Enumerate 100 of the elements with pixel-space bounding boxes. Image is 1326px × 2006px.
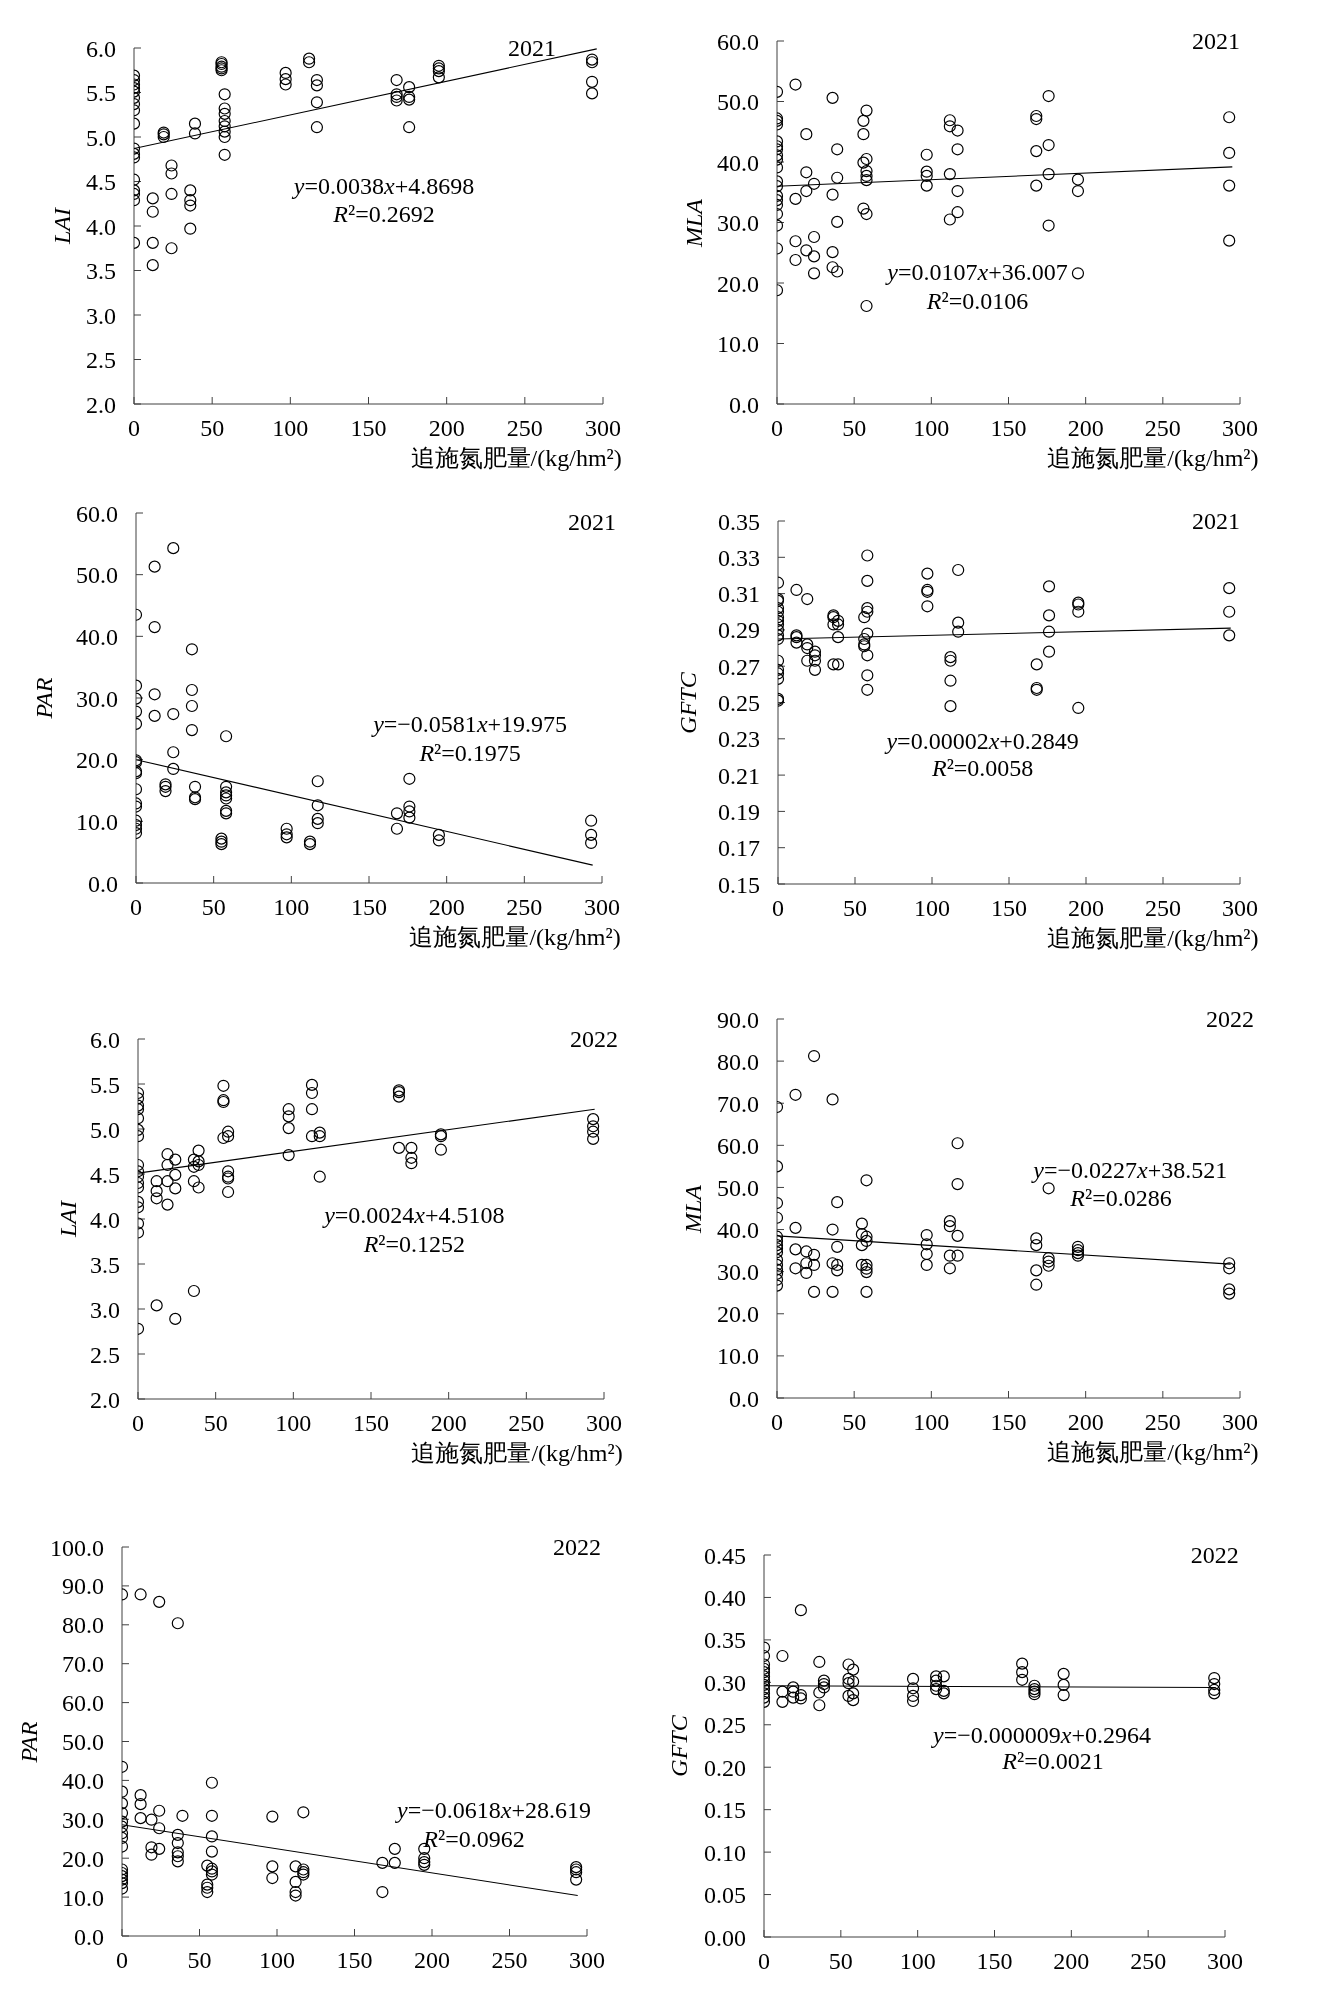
x-axis-title: 追施氮肥量/(kg/hm²) — [410, 443, 622, 473]
x-tick-label: 250 — [1145, 895, 1181, 922]
x-tick-label: 300 — [586, 1410, 622, 1437]
point — [813, 1686, 826, 1699]
y-tick-label: 40.0 — [717, 1217, 759, 1244]
annotation: y=−0.0581x+19.975 — [373, 710, 568, 737]
x-tick-label: 0 — [771, 1409, 783, 1436]
x-tick-label: 0 — [771, 415, 783, 442]
x-tick-label: 300 — [569, 1947, 605, 1974]
point — [1028, 1679, 1041, 1692]
y-tick-label: 0.29 — [718, 617, 760, 644]
y-tick-label: 60.0 — [717, 28, 759, 55]
point — [787, 1685, 800, 1698]
y-tick-label: 6.0 — [90, 1026, 120, 1053]
y-tick-label: 20.0 — [717, 270, 759, 297]
y-tick-label: 4.0 — [86, 213, 116, 240]
point — [847, 1663, 860, 1676]
point — [847, 1675, 860, 1688]
y-tick-label: 60.0 — [76, 500, 118, 527]
x-tick-label: 100 — [272, 415, 309, 442]
x-tick-label: 250 — [506, 894, 543, 921]
annotation: R²=0.0106 — [926, 287, 1029, 314]
point — [842, 1658, 855, 1671]
point — [847, 1694, 860, 1707]
y-tick-label: 3.0 — [86, 302, 116, 329]
x-tick-label: 250 — [506, 415, 543, 442]
y-tick-label: 80.0 — [62, 1612, 104, 1639]
y-tick-label: 30.0 — [76, 685, 118, 712]
point — [842, 1677, 855, 1690]
point — [906, 1672, 920, 1686]
y-tick-label: 5.0 — [86, 124, 116, 151]
y-tick-label: 0.33 — [718, 544, 760, 571]
y-tick-label: 40.0 — [717, 149, 759, 176]
annotation: R²=0.0286 — [1070, 1184, 1172, 1211]
annotation: R²=0.0021 — [1002, 1747, 1104, 1774]
x-tick-label: 50 — [201, 894, 226, 921]
x-tick-label: 50 — [842, 415, 867, 442]
annotation: R²=0.1975 — [419, 739, 521, 766]
x-tick-label: 150 — [990, 415, 1027, 442]
point — [930, 1670, 943, 1683]
point — [817, 1674, 831, 1687]
point — [813, 1655, 826, 1669]
point — [1208, 1687, 1221, 1700]
point — [794, 1688, 807, 1702]
y-tick-label: 0.35 — [718, 508, 760, 535]
y-tick-label: 90.0 — [62, 1573, 104, 1600]
point — [787, 1691, 800, 1704]
x-tick-label: 0 — [128, 415, 140, 442]
chart-title: 2022 — [552, 1532, 601, 1562]
x-tick-label: 250 — [1144, 1409, 1181, 1436]
x-tick-label: 0 — [132, 1410, 144, 1437]
chart-title: 2022 — [1190, 1540, 1239, 1570]
y-tick-label: 60.0 — [717, 1132, 759, 1159]
x-tick-label: 300 — [584, 894, 620, 921]
point — [817, 1677, 831, 1691]
chart-title: 2021 — [1192, 506, 1240, 536]
point — [787, 1681, 800, 1694]
y-tick-label: 0.31 — [718, 581, 760, 608]
point — [1016, 1666, 1029, 1679]
y-tick-label: 0.15 — [704, 1797, 746, 1824]
point — [906, 1682, 920, 1695]
y-tick-label: 20.0 — [62, 1845, 104, 1872]
x-tick-label: 0 — [758, 1948, 770, 1975]
y-tick-label: 2.5 — [90, 1341, 120, 1368]
x-tick-label: 300 — [1222, 415, 1258, 442]
y-tick-label: 2.0 — [90, 1386, 120, 1413]
x-tick-label: 100 — [913, 1409, 950, 1436]
point — [930, 1679, 943, 1692]
y-tick-label: 50.0 — [717, 89, 759, 116]
annotation: y=0.0024x+4.5108 — [324, 1201, 505, 1228]
point — [1016, 1657, 1029, 1670]
x-tick-label: 150 — [353, 1410, 389, 1437]
point — [1208, 1683, 1221, 1697]
x-tick-label: 50 — [187, 1947, 212, 1974]
x-tick-label: 150 — [976, 1948, 1013, 1975]
x-axis-title: 追施氮肥量/(kg/hm²) — [1047, 923, 1259, 953]
chart-title: 2021 — [508, 33, 557, 63]
y-axis-title: GFTC — [673, 671, 702, 734]
y-tick-label: 0.0 — [729, 391, 759, 418]
x-tick-label: 150 — [350, 415, 387, 442]
y-tick-label: 2.0 — [86, 391, 116, 418]
y-tick-label: 70.0 — [717, 1090, 759, 1117]
point — [906, 1694, 920, 1708]
x-tick-label: 50 — [828, 1948, 853, 1975]
x-tick-label: 50 — [842, 1409, 867, 1436]
y-tick-label: 100.0 — [50, 1534, 104, 1561]
x-tick-label: 150 — [990, 1409, 1027, 1436]
x-tick-label: 150 — [336, 1947, 373, 1974]
y-tick-label: 3.5 — [90, 1251, 120, 1278]
point — [776, 1695, 789, 1708]
y-tick-label: 0.45 — [704, 1542, 746, 1569]
annotation: R²=0.2692 — [333, 201, 435, 228]
y-tick-label: 10.0 — [76, 808, 118, 835]
x-tick-label: 300 — [1222, 1409, 1258, 1436]
x-tick-label: 100 — [275, 1410, 312, 1437]
point — [1057, 1678, 1070, 1691]
x-tick-label: 200 — [1068, 895, 1104, 922]
y-tick-label: 2.5 — [86, 347, 116, 374]
point — [1208, 1677, 1221, 1691]
point — [1057, 1667, 1070, 1680]
